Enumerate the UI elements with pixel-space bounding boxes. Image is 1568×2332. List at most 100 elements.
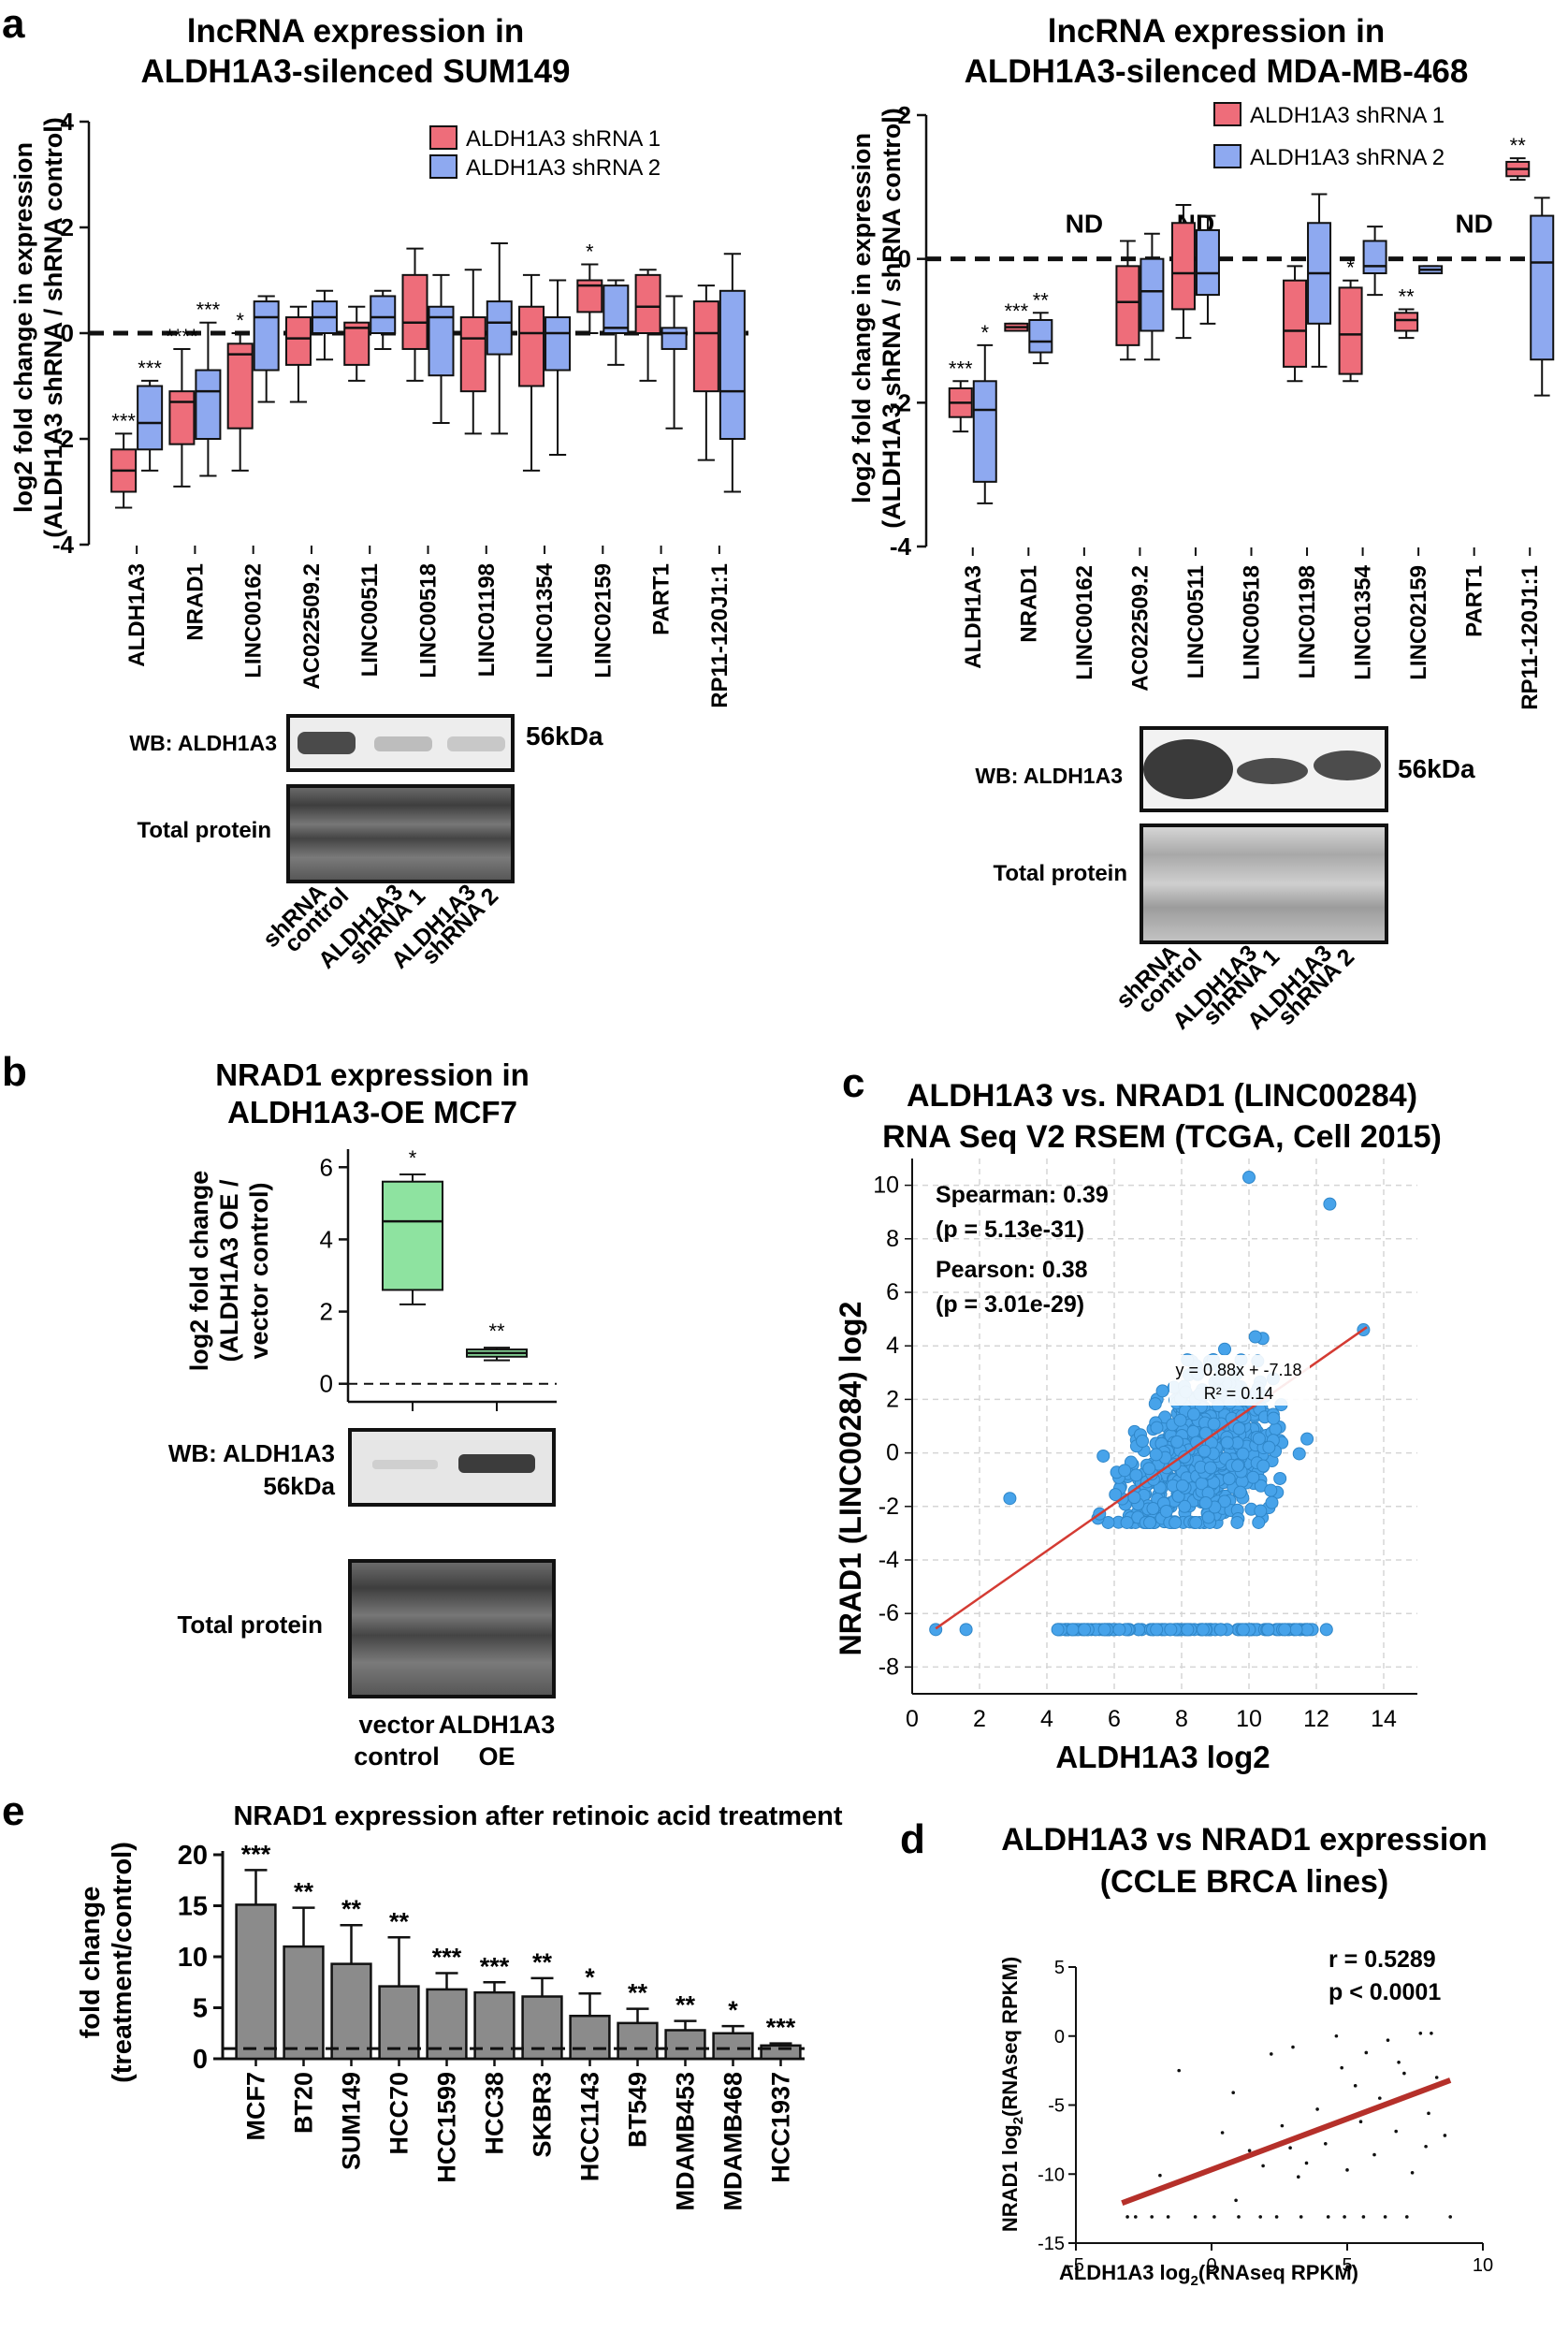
y-tick-label: 0: [320, 1370, 333, 1398]
y-tick-label: 5: [1054, 1958, 1065, 1978]
box-iqr: [1028, 318, 1053, 354]
scatter-point: [1177, 2068, 1181, 2073]
legend-swatch-shrna2: [1213, 144, 1241, 168]
scatter-point: [1196, 1623, 1210, 1637]
scatter-point: [1291, 2045, 1295, 2049]
x-tick-label: RP11-120J1:1: [707, 563, 733, 708]
scatter-point: [1148, 1397, 1162, 1411]
x-tick-label: BT20: [290, 2072, 318, 2134]
chart-c-xlabel: ALDH1A3 log2: [1055, 1740, 1270, 1774]
wb-label: WB: ALDH1A3: [975, 764, 1123, 788]
panel-label-d: d: [900, 1816, 925, 1862]
chart-c-spearman: Spearman: 0.39: [936, 1182, 1109, 1208]
x-tick-label: LINC02159: [1406, 565, 1431, 680]
box-iqr: [1362, 240, 1387, 275]
significance-stars: ***: [432, 1943, 462, 1971]
chart-b-axes: 6420ALDH1A3*NRAD1**: [320, 1146, 557, 1457]
significance-stars: ***: [1004, 299, 1028, 323]
scatter-point: [1324, 2142, 1328, 2146]
scatter-point: [1051, 1623, 1065, 1637]
scatter-point: [1173, 1413, 1187, 1427]
chart-d: ALDH1A3 vs NRAD1 expression (CCLE BRCA l…: [998, 1822, 1493, 2289]
significance-stars: ***: [949, 357, 973, 380]
bar: [617, 2021, 659, 2061]
chart-d-ylabel: NRAD1 log2(RNAseq RPKM): [998, 1957, 1026, 2232]
scatter-point: [1159, 1504, 1173, 1518]
significance-stars: **: [1033, 288, 1050, 312]
y-tick-label: 10: [873, 1173, 899, 1199]
scatter-point: [1220, 2131, 1225, 2135]
chart-a-left-axes: 420-2-4ALDH1A3******NRAD1*******LINC0016…: [52, 108, 748, 708]
box-iqr: [1338, 286, 1363, 375]
scatter-point: [1129, 1468, 1143, 1482]
box-iqr: [544, 316, 572, 372]
x-tick-label: 10: [1473, 2255, 1493, 2276]
scatter-point: [1372, 2152, 1376, 2157]
significance-stars: **: [675, 1991, 696, 2019]
scatter-point: [1150, 1421, 1164, 1435]
x-tick-label: 10: [1236, 1706, 1262, 1732]
box-iqr: [195, 369, 222, 440]
legend-label-shrna2: ALDH1A3 shRNA 2: [466, 155, 661, 181]
legend-swatch-shrna1: [1213, 102, 1241, 126]
y-tick-label: -8: [878, 1654, 899, 1680]
significance-stars: **: [532, 1948, 553, 1976]
significance-stars: *: [586, 240, 594, 264]
wb-label-2: 56kDa: [263, 1472, 335, 1500]
chart-a-left-title-1: lncRNA expression in: [187, 13, 524, 50]
chart-c-equation: y = 0.88x + -7.18: [1175, 1361, 1301, 1379]
scatter-point: [1345, 2168, 1349, 2172]
x-tick-label: RP11-120J1:1: [1517, 565, 1543, 710]
chart-a-right-ylabel-2: (ALDH1A3 shRNA / shRNA control): [878, 108, 906, 529]
x-tick-label: LINC02159: [590, 563, 616, 678]
chart-c-title-1: ALDH1A3 vs. NRAD1 (LINC00284): [907, 1078, 1417, 1114]
scatter-point: [1096, 1449, 1111, 1463]
y-tick-label: -4: [890, 532, 912, 561]
x-tick-label: LINC00518: [1240, 565, 1265, 680]
scatter-point: [1319, 1623, 1333, 1637]
significance-stars: *: [236, 309, 244, 332]
x-tick-label: SUM149: [338, 2072, 366, 2170]
chart-d-title-1: ALDH1A3 vs NRAD1 expression: [1001, 1822, 1488, 1858]
y-tick-label: -15: [1038, 2234, 1065, 2254]
scatter-point: [1236, 1447, 1250, 1461]
scatter-point: [1443, 2134, 1447, 2137]
wb-band-lane-2: [1237, 758, 1308, 784]
wb-band-lane-1: [372, 1460, 438, 1469]
box-iqr: [137, 385, 164, 451]
box-iqr: [1170, 222, 1196, 311]
wb-lane-labels: vector control ALDH1A3 OE: [354, 1711, 555, 1771]
y-tick-label: 0: [1054, 2027, 1065, 2048]
y-tick-label: 6: [320, 1153, 333, 1181]
chart-b-title-2: ALDH1A3-OE MCF7: [227, 1095, 517, 1130]
y-tick-label: 4: [320, 1225, 333, 1253]
x-tick-label: LINC01354: [532, 562, 558, 678]
not-detected-label: ND: [1455, 210, 1492, 239]
chart-a-right-title-2: ALDH1A3-silenced MDA-MB-468: [965, 53, 1469, 90]
scatter-point: [1003, 1492, 1017, 1506]
x-tick-label: MDAMB453: [672, 2072, 700, 2211]
chart-c-r2: R² = 0.14: [1204, 1384, 1274, 1403]
scatter-point: [1125, 2215, 1129, 2219]
y-tick-label: 8: [886, 1226, 899, 1252]
x-tick-label: NRAD1: [182, 563, 208, 641]
scatter-point: [1274, 2215, 1279, 2219]
chart-a-right-title-1: lncRNA expression in: [1048, 13, 1385, 50]
scatter-point: [1112, 1623, 1126, 1637]
y-tick-label: 2: [886, 1386, 899, 1412]
wb-lane-label-1: ALDH1A3: [439, 1711, 556, 1739]
significance-stars: ***: [766, 2014, 796, 2042]
chart-a-left-ylabel-1: log2 fold change in expression: [9, 142, 37, 513]
scatter-point: [1146, 1502, 1160, 1516]
scatter-point: [1127, 1491, 1141, 1505]
scatter-point: [1164, 1623, 1178, 1637]
x-tick-label: LINC00511: [357, 563, 383, 677]
scatter-point: [1143, 1515, 1157, 1529]
scatter-point: [1181, 1623, 1195, 1637]
x-tick-label: HCC1143: [576, 2072, 604, 2181]
scatter-point: [1066, 1623, 1080, 1637]
significance-stars: *: [585, 1963, 595, 1991]
chart-e-ylabel-1: fold change: [76, 1887, 106, 2039]
box-iqr: [370, 295, 397, 335]
